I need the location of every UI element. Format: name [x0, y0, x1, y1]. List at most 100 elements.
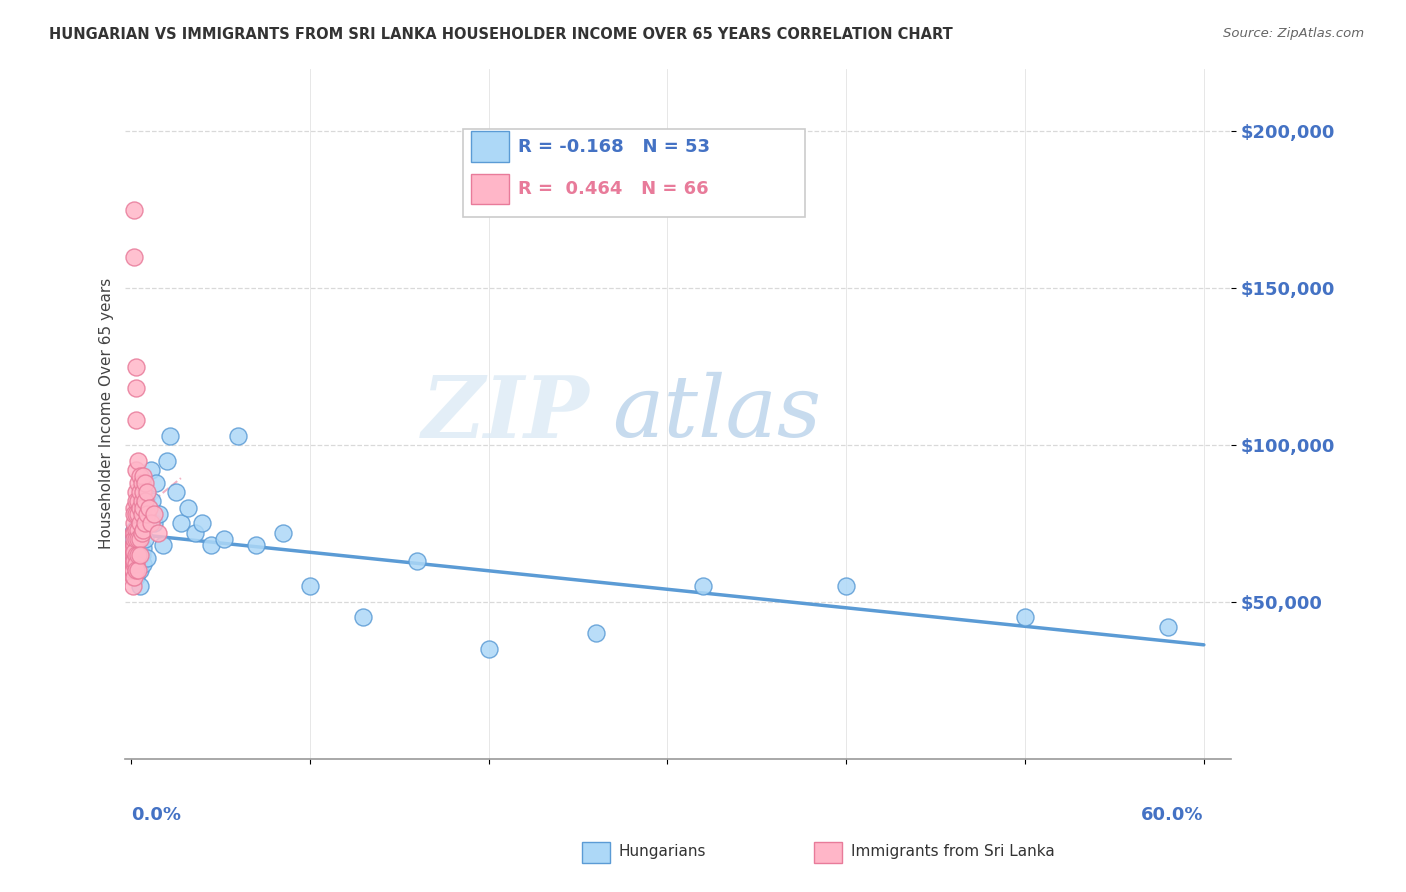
Point	[128, 548, 150, 562]
Point	[125, 535, 148, 549]
Point	[134, 532, 156, 546]
Point	[127, 548, 149, 562]
Point	[1014, 610, 1036, 624]
Point	[124, 544, 146, 558]
Point	[127, 548, 149, 562]
Point	[128, 532, 150, 546]
Point	[121, 557, 143, 571]
Point	[125, 359, 148, 374]
Point	[124, 532, 146, 546]
Text: R =  0.464   N = 66: R = 0.464 N = 66	[517, 180, 709, 198]
Point	[127, 529, 149, 543]
Point	[132, 500, 155, 515]
Point	[127, 532, 149, 546]
Point	[165, 485, 187, 500]
Point	[138, 500, 160, 515]
Point	[136, 485, 159, 500]
Point	[128, 500, 150, 515]
Point	[125, 550, 148, 565]
Point	[124, 500, 146, 515]
Point	[131, 494, 153, 508]
Point	[125, 382, 148, 396]
Point	[125, 494, 148, 508]
Point	[125, 554, 148, 568]
Point	[477, 641, 499, 656]
Point	[132, 469, 155, 483]
Point	[191, 516, 214, 531]
Point	[138, 500, 160, 515]
Point	[131, 548, 153, 562]
Point	[124, 523, 146, 537]
Point	[121, 541, 143, 556]
Text: Hungarians: Hungarians	[619, 845, 706, 859]
Point	[127, 507, 149, 521]
Point	[121, 538, 143, 552]
Point	[152, 538, 174, 552]
Point	[124, 538, 146, 552]
Point	[121, 563, 143, 577]
Point	[131, 525, 153, 540]
Point	[148, 507, 170, 521]
Point	[143, 507, 166, 521]
Point	[139, 463, 162, 477]
Point	[125, 548, 148, 562]
Point	[125, 557, 148, 571]
Point	[128, 538, 150, 552]
Point	[124, 525, 146, 540]
Point	[177, 500, 200, 515]
Point	[298, 579, 321, 593]
Point	[121, 548, 143, 562]
Point	[128, 579, 150, 593]
Point	[835, 579, 858, 593]
Point	[128, 516, 150, 531]
FancyBboxPatch shape	[471, 131, 509, 161]
Point	[352, 610, 374, 624]
Point	[125, 413, 148, 427]
Point	[134, 494, 156, 508]
Point	[125, 507, 148, 521]
Point	[121, 538, 143, 552]
Point	[124, 202, 146, 217]
Point	[127, 475, 149, 490]
Point	[131, 475, 153, 490]
Point	[184, 525, 207, 540]
Point	[125, 563, 148, 577]
Point	[146, 525, 169, 540]
Point	[136, 550, 159, 565]
Point	[121, 557, 143, 571]
Point	[128, 563, 150, 577]
Text: ZIP: ZIP	[422, 372, 589, 455]
Point	[125, 541, 148, 556]
Text: atlas: atlas	[612, 372, 821, 455]
Point	[141, 494, 163, 508]
Text: R = -0.168   N = 53: R = -0.168 N = 53	[517, 137, 710, 155]
Point	[125, 485, 148, 500]
Point	[132, 523, 155, 537]
Point	[134, 516, 156, 531]
Point	[124, 250, 146, 264]
Point	[132, 557, 155, 571]
Point	[1157, 620, 1180, 634]
Point	[159, 428, 181, 442]
Point	[170, 516, 193, 531]
Point	[121, 525, 143, 540]
Point	[131, 525, 153, 540]
Point	[124, 557, 146, 571]
Text: HUNGARIAN VS IMMIGRANTS FROM SRI LANKA HOUSEHOLDER INCOME OVER 65 YEARS CORRELAT: HUNGARIAN VS IMMIGRANTS FROM SRI LANKA H…	[49, 27, 953, 42]
Point	[143, 516, 166, 531]
Point	[124, 532, 146, 546]
Point	[127, 523, 149, 537]
Point	[134, 475, 156, 490]
Point	[212, 532, 235, 546]
Point	[124, 507, 146, 521]
Point	[128, 485, 150, 500]
Point	[406, 554, 429, 568]
Point	[128, 469, 150, 483]
Point	[127, 563, 149, 577]
Point	[124, 570, 146, 584]
Y-axis label: Householder Income Over 65 years: Householder Income Over 65 years	[100, 278, 114, 549]
Point	[125, 523, 148, 537]
Point	[121, 548, 143, 562]
Point	[121, 579, 143, 593]
Text: 60.0%: 60.0%	[1142, 805, 1204, 823]
